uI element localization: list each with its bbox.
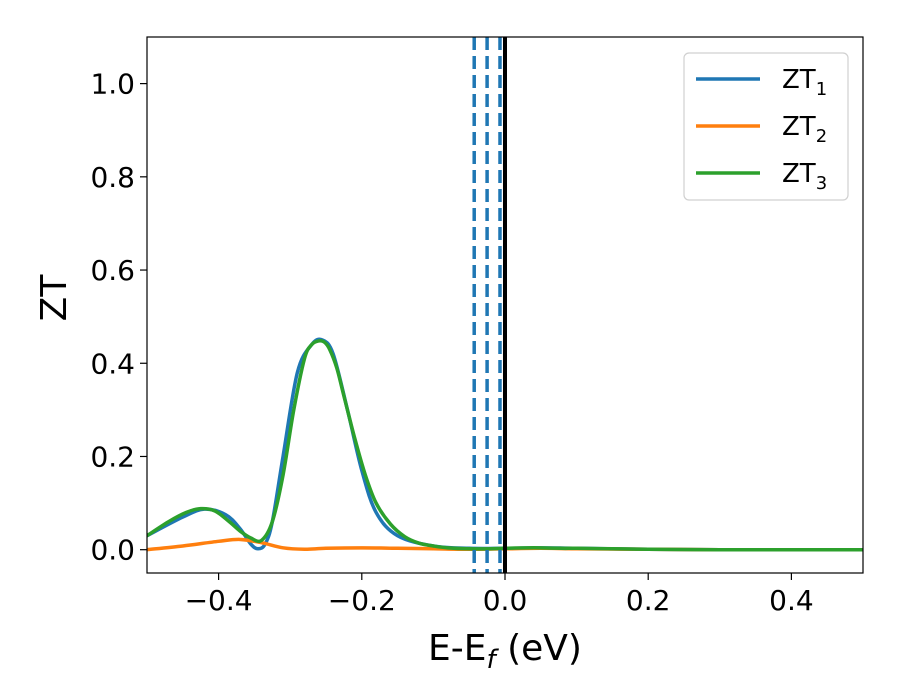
legend-label-zt1: ZT1 — [782, 65, 827, 100]
y-tick-label: 0.8 — [90, 161, 135, 194]
series-line-zt3 — [147, 338, 863, 552]
ticks-layer: −0.4 −0.2 0.0 0.2 0.4 0.0 0.2 0.4 0.6 0.8 1.0 — [90, 68, 813, 617]
y-axis-label: ZT — [34, 274, 75, 322]
series-layer — [147, 337, 863, 552]
x-tick-label: 0.2 — [626, 584, 671, 617]
y-tick-label: 0.0 — [90, 534, 135, 567]
x-axis-label: E-Ef (eV) — [428, 628, 582, 675]
x-tick-label: −0.4 — [185, 584, 253, 617]
legend-label-zt3: ZT3 — [782, 159, 827, 194]
legend-box — [683, 52, 849, 201]
legend-label-zt2: ZT2 — [782, 112, 827, 147]
y-tick-label: 0.6 — [90, 254, 135, 287]
vertical-lines-layer — [472, 37, 507, 573]
y-tick-label: 0.4 — [90, 347, 135, 380]
x-axis-label-main: E-E — [428, 628, 486, 669]
y-tick-label: 0.2 — [90, 440, 135, 473]
x-tick-label: 0.4 — [769, 584, 814, 617]
x-axis-label-unit: (eV) — [496, 628, 582, 669]
x-tick-label: −0.2 — [328, 584, 396, 617]
legend: ZT1 ZT2 ZT3 — [683, 52, 849, 201]
x-tick-label: 0.0 — [483, 584, 528, 617]
y-tick-label: 1.0 — [90, 68, 135, 101]
